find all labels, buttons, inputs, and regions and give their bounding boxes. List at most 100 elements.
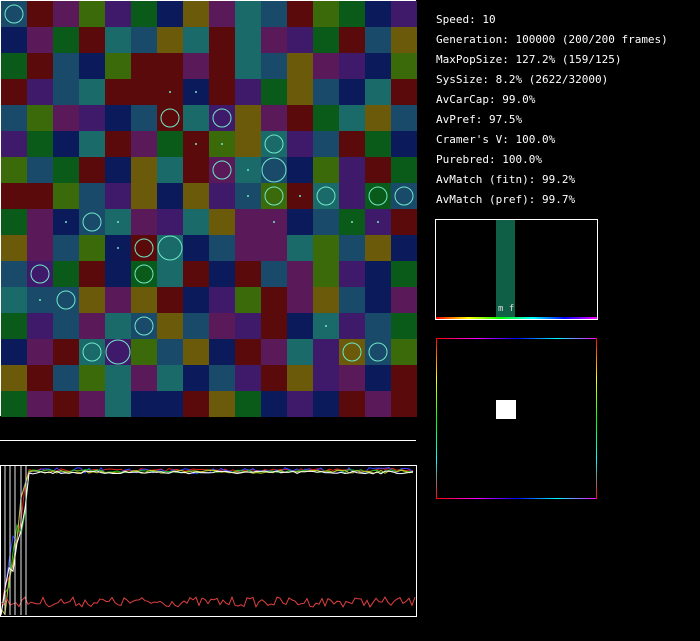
grid-cell[interactable] (157, 209, 184, 236)
grid-cell[interactable] (105, 157, 132, 184)
grid-cell[interactable] (313, 391, 340, 417)
grid-cell[interactable] (391, 1, 417, 28)
grid-cell[interactable] (105, 131, 132, 158)
grid-cell[interactable] (105, 391, 132, 417)
grid-cell[interactable] (157, 391, 184, 417)
grid-cell[interactable] (209, 209, 236, 236)
grid-cell[interactable] (53, 1, 80, 28)
grid-cell[interactable] (261, 261, 288, 288)
grid-cell[interactable] (313, 53, 340, 80)
grid-cell[interactable] (157, 287, 184, 314)
grid-cell[interactable] (365, 131, 392, 158)
grid-cell[interactable] (53, 105, 80, 132)
grid-cell[interactable] (261, 157, 288, 184)
grid-cell[interactable] (157, 53, 184, 80)
grid-cell[interactable] (339, 53, 366, 80)
grid-cell[interactable] (79, 391, 106, 417)
grid-cell[interactable] (131, 339, 158, 366)
grid-cell[interactable] (53, 261, 80, 288)
grid-cell[interactable] (183, 53, 210, 80)
grid-cell[interactable] (183, 105, 210, 132)
grid-cell[interactable] (261, 105, 288, 132)
grid-cell[interactable] (391, 287, 417, 314)
grid-cell[interactable] (183, 235, 210, 262)
grid-cell[interactable] (287, 235, 314, 262)
grid-cell[interactable] (105, 183, 132, 210)
grid-cell[interactable] (79, 1, 106, 28)
grid-cell[interactable] (391, 157, 417, 184)
grid-cell[interactable] (365, 27, 392, 54)
grid-cell[interactable] (261, 235, 288, 262)
grid-cell[interactable] (261, 53, 288, 80)
grid-cell[interactable] (391, 105, 417, 132)
grid-cell[interactable] (235, 339, 262, 366)
grid-cell[interactable] (339, 313, 366, 340)
grid-cell[interactable] (105, 365, 132, 392)
grid-cell[interactable] (339, 157, 366, 184)
grid-cell[interactable] (235, 313, 262, 340)
grid-cell[interactable] (391, 79, 417, 106)
grid-cell[interactable] (183, 313, 210, 340)
grid-cell[interactable] (365, 313, 392, 340)
grid-cell[interactable] (261, 339, 288, 366)
grid-cell[interactable] (287, 339, 314, 366)
grid-cell[interactable] (365, 287, 392, 314)
grid-cell[interactable] (53, 235, 80, 262)
grid-cell[interactable] (79, 105, 106, 132)
grid-cell[interactable] (235, 261, 262, 288)
grid-cell[interactable] (27, 53, 54, 80)
grid-cell[interactable] (1, 105, 28, 132)
grid-cell[interactable] (365, 261, 392, 288)
grid-cell[interactable] (209, 1, 236, 28)
grid-cell[interactable] (105, 313, 132, 340)
grid-cell[interactable] (209, 183, 236, 210)
grid-cell[interactable] (53, 53, 80, 80)
grid-cell[interactable] (339, 1, 366, 28)
grid-cell[interactable] (131, 105, 158, 132)
grid-cell[interactable] (391, 313, 417, 340)
grid-cell[interactable] (79, 287, 106, 314)
grid-cell[interactable] (53, 365, 80, 392)
grid-cell[interactable] (27, 391, 54, 417)
grid-cell[interactable] (313, 365, 340, 392)
population-grid[interactable] (0, 0, 417, 417)
grid-cell[interactable] (157, 313, 184, 340)
grid-cell[interactable] (261, 391, 288, 417)
grid-cell[interactable] (105, 27, 132, 54)
grid-cell[interactable] (313, 339, 340, 366)
grid-cell[interactable] (131, 157, 158, 184)
grid-cell[interactable] (235, 1, 262, 28)
grid-cell[interactable] (27, 27, 54, 54)
grid-cell[interactable] (1, 53, 28, 80)
grid-cell[interactable] (313, 79, 340, 106)
grid-cell[interactable] (131, 365, 158, 392)
grid-cell[interactable] (1, 183, 28, 210)
grid-cell[interactable] (391, 391, 417, 417)
grid-cell[interactable] (235, 209, 262, 236)
grid-cell[interactable] (313, 131, 340, 158)
grid-cell[interactable] (27, 157, 54, 184)
grid-cell[interactable] (27, 209, 54, 236)
grid-cell[interactable] (183, 209, 210, 236)
grid-cell[interactable] (313, 1, 340, 28)
grid-cell[interactable] (157, 261, 184, 288)
grid-cell[interactable] (105, 53, 132, 80)
grid-cell[interactable] (53, 157, 80, 184)
grid-cell[interactable] (79, 261, 106, 288)
grid-cell[interactable] (27, 131, 54, 158)
grid-cell[interactable] (365, 157, 392, 184)
grid-cell[interactable] (27, 313, 54, 340)
grid-cell[interactable] (365, 1, 392, 28)
grid-cell[interactable] (235, 27, 262, 54)
grid-cell[interactable] (365, 53, 392, 80)
grid-cell[interactable] (79, 27, 106, 54)
grid-cell[interactable] (79, 53, 106, 80)
grid-cell[interactable] (287, 287, 314, 314)
grid-cell[interactable] (261, 1, 288, 28)
grid-cell[interactable] (53, 339, 80, 366)
grid-cell[interactable] (209, 261, 236, 288)
grid-cell[interactable] (27, 79, 54, 106)
grid-cell[interactable] (53, 131, 80, 158)
grid-cell[interactable] (287, 1, 314, 28)
grid-cell[interactable] (209, 391, 236, 417)
